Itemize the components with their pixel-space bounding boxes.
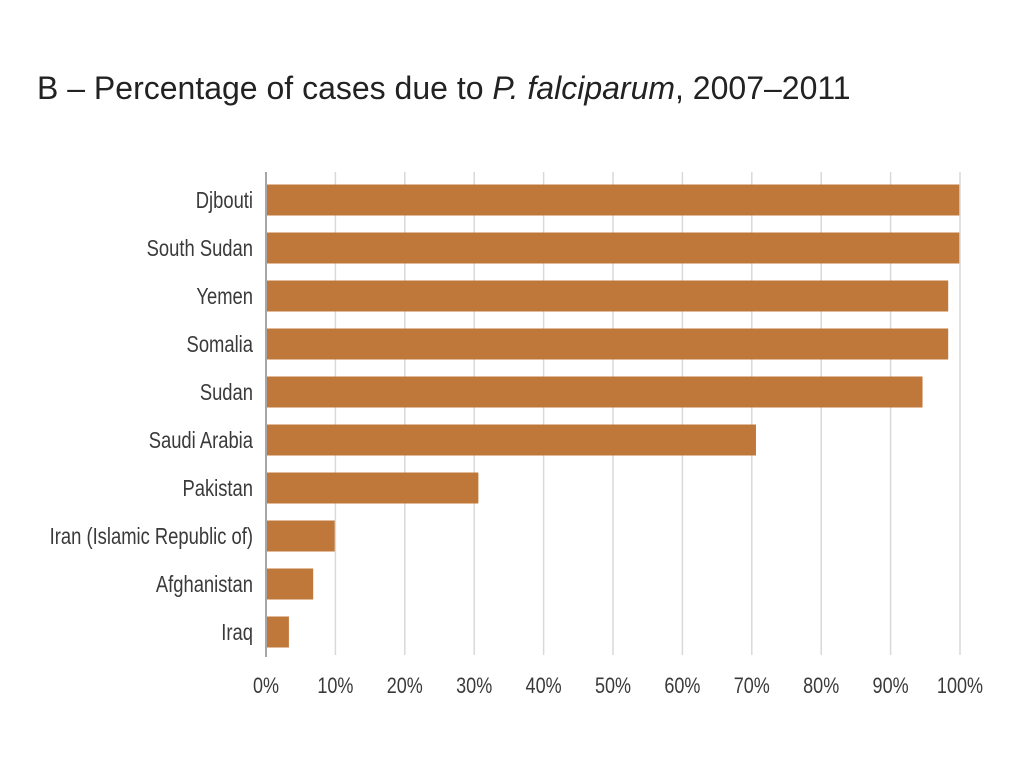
x-tick-label: 10% [317,674,353,698]
bar [266,472,479,504]
x-tick-label: 90% [873,674,909,698]
chart-title-prefix: B – Percentage of cases due to [37,70,493,106]
x-tick-label: 40% [526,674,562,698]
x-tick-label: 80% [803,674,839,698]
category-label: Iran (Islamic Republic of) [50,524,253,549]
category-label: Sudan [200,380,253,405]
category-label: Djbouti [196,188,253,213]
bar [266,616,289,648]
x-tick-label: 50% [595,674,631,698]
chart-title-suffix: , 2007–2011 [675,70,851,106]
bar [266,328,949,360]
x-tick-label: 100% [937,674,983,698]
bar [266,568,314,600]
bar [266,424,756,456]
x-tick-labels: 0% 10% 20% 30% 40% 50% 60% 70% 80% 90% 100% [253,674,983,698]
x-tick-label: 70% [734,674,770,698]
x-tick-label: 60% [664,674,700,698]
x-tick-label: 30% [456,674,492,698]
bar [266,520,335,552]
category-labels: Djbouti South Sudan Yemen Somalia Sudan Saudi… [50,188,254,645]
bar [266,184,960,216]
x-tick-label: 20% [387,674,423,698]
bars [266,184,960,648]
category-label: Iraq [221,620,253,645]
chart-title: B – Percentage of cases due to P. falcip… [37,70,851,107]
category-label: Saudi Arabia [149,428,254,453]
category-label: Yemen [196,284,253,309]
bar [266,280,949,312]
chart-title-species: P. falciparum [492,70,676,106]
category-label: Pakistan [182,476,253,501]
x-tick-label: 0% [253,674,279,698]
category-label: South Sudan [147,236,253,261]
category-label: Afghanistan [156,572,253,597]
category-label: Somalia [187,332,254,357]
bar [266,376,923,408]
bar [266,232,960,264]
